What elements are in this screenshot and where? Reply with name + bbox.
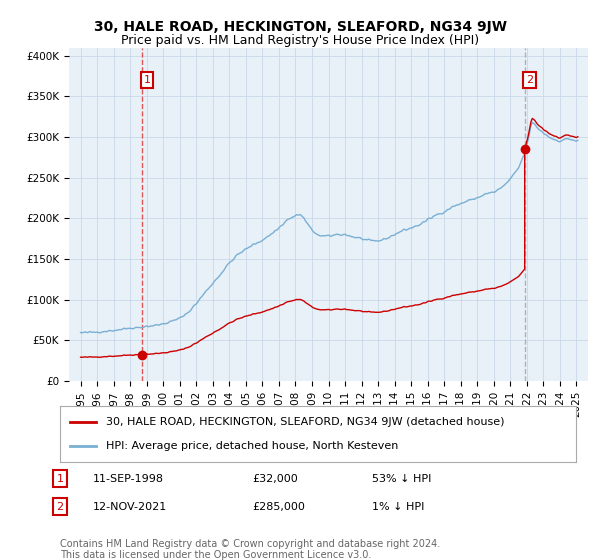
Text: 2: 2 — [56, 502, 64, 512]
Text: 11-SEP-1998: 11-SEP-1998 — [93, 474, 164, 484]
Text: 1: 1 — [143, 75, 151, 85]
Text: Contains HM Land Registry data © Crown copyright and database right 2024.
This d: Contains HM Land Registry data © Crown c… — [60, 539, 440, 560]
Text: 12-NOV-2021: 12-NOV-2021 — [93, 502, 167, 512]
Text: Price paid vs. HM Land Registry's House Price Index (HPI): Price paid vs. HM Land Registry's House … — [121, 34, 479, 46]
Text: 30, HALE ROAD, HECKINGTON, SLEAFORD, NG34 9JW: 30, HALE ROAD, HECKINGTON, SLEAFORD, NG3… — [94, 20, 506, 34]
Text: 53% ↓ HPI: 53% ↓ HPI — [372, 474, 431, 484]
Text: £285,000: £285,000 — [252, 502, 305, 512]
Text: £32,000: £32,000 — [252, 474, 298, 484]
Text: 1% ↓ HPI: 1% ↓ HPI — [372, 502, 424, 512]
Text: 1: 1 — [56, 474, 64, 484]
Text: HPI: Average price, detached house, North Kesteven: HPI: Average price, detached house, Nort… — [106, 441, 399, 451]
Text: 30, HALE ROAD, HECKINGTON, SLEAFORD, NG34 9JW (detached house): 30, HALE ROAD, HECKINGTON, SLEAFORD, NG3… — [106, 417, 505, 427]
Text: 2: 2 — [526, 75, 533, 85]
